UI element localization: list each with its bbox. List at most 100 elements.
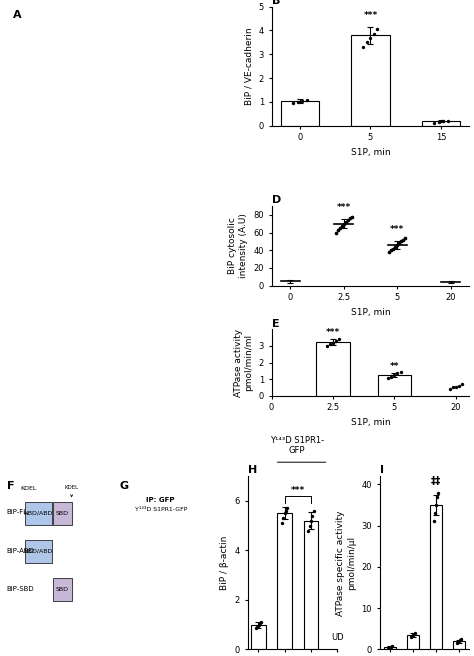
X-axis label: S1P, min: S1P, min <box>351 418 390 427</box>
Point <box>430 516 438 527</box>
Bar <box>453 641 465 649</box>
Text: F: F <box>8 482 15 491</box>
Point <box>435 117 442 127</box>
Text: C: C <box>13 212 21 222</box>
Point <box>384 373 392 384</box>
Bar <box>277 513 292 649</box>
Point <box>254 621 262 631</box>
Point <box>389 641 396 651</box>
Point <box>280 513 287 523</box>
Text: B: B <box>272 0 280 6</box>
Point <box>430 117 438 128</box>
Point <box>457 634 465 644</box>
Point <box>393 239 401 250</box>
Text: ***: *** <box>390 226 404 234</box>
Text: BiP-FL: BiP-FL <box>6 510 27 516</box>
Point <box>278 518 286 528</box>
Point <box>446 384 454 394</box>
Point <box>305 525 312 536</box>
Point <box>289 98 297 108</box>
Point <box>278 278 286 289</box>
Text: KDEL: KDEL <box>21 486 37 491</box>
Point <box>360 42 367 52</box>
X-axis label: S1P, min: S1P, min <box>351 308 390 317</box>
Point <box>447 276 455 287</box>
FancyBboxPatch shape <box>53 502 72 525</box>
Bar <box>377 375 411 396</box>
Bar <box>351 35 390 126</box>
Point <box>323 340 331 351</box>
Point <box>303 94 311 105</box>
Point <box>294 96 301 107</box>
Point <box>342 216 349 227</box>
Text: Y¹⁴³D S1PR1-GFP: Y¹⁴³D S1PR1-GFP <box>135 507 187 512</box>
Point <box>444 277 452 287</box>
Point <box>310 506 318 516</box>
Point <box>256 618 264 628</box>
Text: SBD: SBD <box>56 511 69 516</box>
Point <box>338 220 346 231</box>
Bar <box>384 647 396 649</box>
Point <box>410 629 418 640</box>
Point <box>444 115 452 126</box>
Text: A: A <box>13 10 21 20</box>
Point <box>431 508 438 518</box>
Point <box>288 275 295 285</box>
Point <box>326 339 334 350</box>
Text: SBD: SBD <box>56 587 69 592</box>
Point <box>363 37 371 48</box>
Text: UD: UD <box>331 633 344 642</box>
Point <box>283 503 291 514</box>
Point <box>281 508 289 518</box>
Text: BiP-SBD: BiP-SBD <box>6 586 34 592</box>
Point <box>257 617 265 627</box>
Y-axis label: ATPase activity
pmol/min/ml: ATPase activity pmol/min/ml <box>234 329 253 397</box>
Point <box>392 241 399 252</box>
Y-axis label: ATPase specific activity
pmol/min/μl: ATPase specific activity pmol/min/μl <box>337 510 356 615</box>
Point <box>432 500 440 510</box>
Text: H: H <box>248 465 257 476</box>
Point <box>394 368 401 379</box>
Point <box>329 337 337 348</box>
Point <box>252 623 260 634</box>
Text: ***: *** <box>337 203 351 213</box>
FancyBboxPatch shape <box>53 579 72 601</box>
Point <box>453 638 460 649</box>
Text: I: I <box>380 465 383 476</box>
Point <box>395 238 403 249</box>
Point <box>408 630 416 641</box>
Text: G: G <box>119 482 128 491</box>
Point <box>409 630 417 640</box>
Point <box>340 218 347 229</box>
Text: ***: *** <box>326 329 340 337</box>
Point <box>452 381 460 392</box>
Point <box>449 382 456 393</box>
Point <box>283 276 291 287</box>
Point <box>344 215 352 226</box>
Text: NBD/ABD: NBD/ABD <box>24 511 53 516</box>
X-axis label: S1P, min: S1P, min <box>351 148 390 157</box>
Point <box>401 233 409 243</box>
Point <box>449 276 457 286</box>
Point <box>292 274 300 285</box>
Point <box>336 223 344 234</box>
Point <box>407 632 414 642</box>
Text: ***: *** <box>363 10 378 20</box>
Point <box>366 32 374 43</box>
Point <box>387 245 395 256</box>
Text: D: D <box>272 195 281 205</box>
Point <box>282 506 290 516</box>
Point <box>385 642 393 653</box>
FancyBboxPatch shape <box>26 502 52 525</box>
Text: ‡‡: ‡‡ <box>431 476 441 486</box>
Point <box>455 274 463 285</box>
Point <box>335 334 343 344</box>
Point <box>384 644 392 654</box>
Point <box>370 29 378 39</box>
Point <box>309 510 316 521</box>
Point <box>307 516 315 526</box>
Point <box>299 96 306 106</box>
Point <box>334 225 341 236</box>
Y-axis label: BiP / VE-cadherin: BiP / VE-cadherin <box>244 28 253 105</box>
Point <box>388 371 395 382</box>
